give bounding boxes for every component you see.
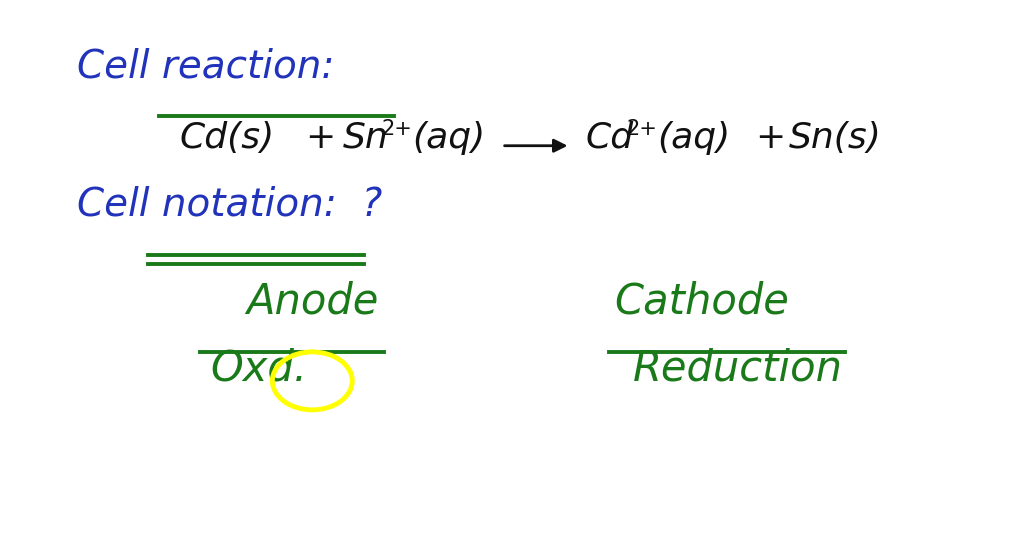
Text: Cell reaction:: Cell reaction: xyxy=(77,47,334,86)
Text: Oxd.: Oxd. xyxy=(210,347,307,389)
Text: Cell notation:  ?: Cell notation: ? xyxy=(77,185,382,224)
Text: Sn: Sn xyxy=(343,120,389,155)
Text: Cd(s): Cd(s) xyxy=(179,120,274,155)
Text: Cathode: Cathode xyxy=(614,281,790,323)
Text: +: + xyxy=(755,120,785,155)
Text: (aq): (aq) xyxy=(413,120,486,155)
Text: 2+: 2+ xyxy=(382,119,413,139)
Text: +: + xyxy=(305,120,336,155)
Text: (aq): (aq) xyxy=(657,120,731,155)
Text: Cd: Cd xyxy=(586,120,634,155)
Text: Anode: Anode xyxy=(246,281,378,323)
Text: Sn(s): Sn(s) xyxy=(788,120,882,155)
Text: Reduction: Reduction xyxy=(633,347,843,389)
Text: 2+: 2+ xyxy=(627,119,657,139)
